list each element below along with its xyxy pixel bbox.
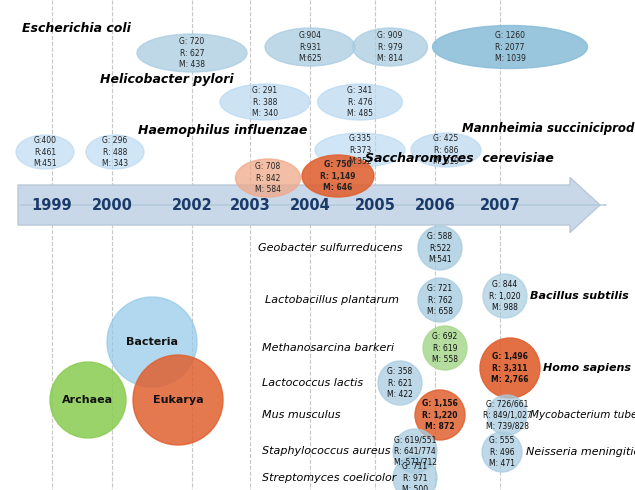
Text: Helicobacter pylori: Helicobacter pylori bbox=[100, 74, 234, 87]
Circle shape bbox=[483, 274, 527, 318]
Text: Geobacter sulfurreducens: Geobacter sulfurreducens bbox=[258, 243, 403, 253]
Text: Bacteria: Bacteria bbox=[126, 337, 178, 347]
Text: G:335
R:373
M:352: G:335 R:373 M:352 bbox=[348, 134, 372, 166]
Text: Mycobacterium tuberculosis: Mycobacterium tuberculosis bbox=[530, 410, 635, 420]
Text: G: 726/661
R: 849/1,027
M: 739/828: G: 726/661 R: 849/1,027 M: 739/828 bbox=[483, 399, 531, 431]
Text: Haemophilus influenzae: Haemophilus influenzae bbox=[138, 123, 307, 137]
Text: G: 708
R: 842
M: 584: G: 708 R: 842 M: 584 bbox=[255, 162, 281, 194]
Ellipse shape bbox=[411, 133, 481, 167]
Circle shape bbox=[418, 278, 462, 322]
Text: 1999: 1999 bbox=[32, 197, 72, 213]
Text: G: 1,496
R: 3,311
M: 2,766: G: 1,496 R: 3,311 M: 2,766 bbox=[491, 352, 529, 384]
Text: Saccharomyces  cerevisiae: Saccharomyces cerevisiae bbox=[365, 151, 554, 165]
Ellipse shape bbox=[302, 155, 374, 197]
Circle shape bbox=[482, 432, 522, 472]
Text: G:400
R:461
M:451: G:400 R:461 M:451 bbox=[33, 136, 57, 168]
Text: 2004: 2004 bbox=[290, 197, 330, 213]
Text: 2005: 2005 bbox=[354, 197, 396, 213]
Ellipse shape bbox=[16, 135, 74, 169]
Text: G:904
R:931
M:625: G:904 R:931 M:625 bbox=[298, 31, 322, 63]
Text: G: 692
R: 619
M: 558: G: 692 R: 619 M: 558 bbox=[432, 332, 458, 364]
Text: Neisseria meningitides: Neisseria meningitides bbox=[526, 447, 635, 457]
Text: 2007: 2007 bbox=[479, 197, 520, 213]
Circle shape bbox=[480, 338, 540, 398]
Ellipse shape bbox=[220, 84, 310, 120]
FancyArrow shape bbox=[18, 177, 600, 232]
Text: 2002: 2002 bbox=[171, 197, 212, 213]
Text: 2000: 2000 bbox=[91, 197, 133, 213]
Text: G: 909
R: 979
M: 814: G: 909 R: 979 M: 814 bbox=[377, 31, 403, 63]
Text: Lactobacillus plantarum: Lactobacillus plantarum bbox=[265, 295, 399, 305]
Text: G: 619/551
R: 641/774
M: 571/712: G: 619/551 R: 641/774 M: 571/712 bbox=[394, 436, 436, 466]
Text: G: 588
R:522
M:541: G: 588 R:522 M:541 bbox=[427, 232, 453, 264]
Circle shape bbox=[393, 456, 437, 490]
Circle shape bbox=[418, 226, 462, 270]
Text: G: 425
R: 686
M: 519: G: 425 R: 686 M: 519 bbox=[433, 134, 459, 166]
Text: G: 296
R: 488
M: 343: G: 296 R: 488 M: 343 bbox=[102, 136, 128, 168]
Text: G: 291
R: 388
M: 340: G: 291 R: 388 M: 340 bbox=[252, 86, 278, 118]
Text: G: 1260
R: 2077
M: 1039: G: 1260 R: 2077 M: 1039 bbox=[495, 31, 525, 63]
Circle shape bbox=[378, 361, 422, 405]
Circle shape bbox=[107, 297, 197, 387]
Ellipse shape bbox=[236, 159, 300, 197]
Text: Mannheimia succiniciproducens: Mannheimia succiniciproducens bbox=[462, 122, 635, 134]
Text: 2003: 2003 bbox=[230, 197, 271, 213]
Text: Lactococcus lactis: Lactococcus lactis bbox=[262, 378, 363, 388]
Ellipse shape bbox=[86, 135, 144, 169]
Circle shape bbox=[415, 390, 465, 440]
Text: Bacillus subtilis: Bacillus subtilis bbox=[530, 291, 629, 301]
Text: Homo sapiens: Homo sapiens bbox=[543, 363, 631, 373]
Circle shape bbox=[487, 395, 527, 435]
Circle shape bbox=[50, 362, 126, 438]
Text: Archaea: Archaea bbox=[62, 395, 114, 405]
Text: G: 721
R: 762
M: 658: G: 721 R: 762 M: 658 bbox=[427, 284, 453, 316]
Text: Staphylococcus aureus: Staphylococcus aureus bbox=[262, 446, 391, 456]
Text: G: 358
R: 621
M: 422: G: 358 R: 621 M: 422 bbox=[387, 368, 413, 398]
Text: G: 1,156
R: 1,220
M: 872: G: 1,156 R: 1,220 M: 872 bbox=[422, 399, 458, 431]
Text: Streptomyces coelicolor: Streptomyces coelicolor bbox=[262, 473, 396, 483]
Text: G: 844
R: 1,020
M: 988: G: 844 R: 1,020 M: 988 bbox=[489, 280, 521, 312]
Text: G: 720
R: 627
M: 438: G: 720 R: 627 M: 438 bbox=[179, 37, 205, 69]
Text: Eukarya: Eukarya bbox=[152, 395, 203, 405]
Circle shape bbox=[133, 355, 223, 445]
Ellipse shape bbox=[318, 84, 403, 120]
Text: G: 711
R: 971
M: 500: G: 711 R: 971 M: 500 bbox=[402, 463, 428, 490]
Text: G: 341
R: 476
M: 485: G: 341 R: 476 M: 485 bbox=[347, 86, 373, 118]
Text: Methanosarcina barkeri: Methanosarcina barkeri bbox=[262, 343, 394, 353]
Ellipse shape bbox=[265, 28, 355, 66]
Text: G: 750
R: 1,149
M: 646: G: 750 R: 1,149 M: 646 bbox=[320, 160, 356, 192]
Text: Escherichia coli: Escherichia coli bbox=[22, 22, 131, 34]
Text: G: 555
R: 496
M: 471: G: 555 R: 496 M: 471 bbox=[489, 437, 515, 467]
Ellipse shape bbox=[352, 28, 427, 66]
Circle shape bbox=[423, 326, 467, 370]
Circle shape bbox=[393, 429, 437, 473]
Ellipse shape bbox=[137, 34, 247, 72]
Ellipse shape bbox=[432, 25, 587, 69]
Text: Mus musculus: Mus musculus bbox=[262, 410, 340, 420]
Text: 2006: 2006 bbox=[415, 197, 455, 213]
Ellipse shape bbox=[315, 133, 405, 167]
